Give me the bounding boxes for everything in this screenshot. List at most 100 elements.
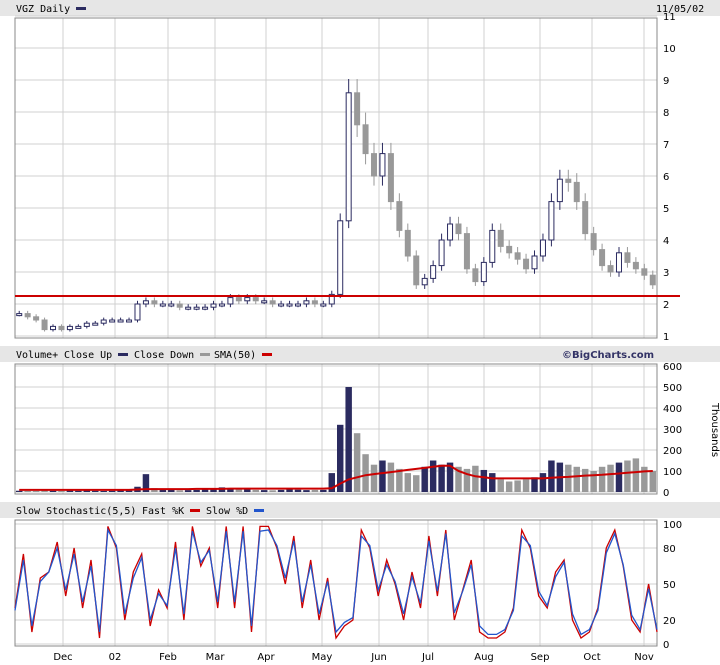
price-candle-body [565,178,572,183]
price-candle-body [447,223,454,241]
volume-bar [159,489,167,492]
price-candle-body [354,92,361,126]
volume-bar [49,490,57,492]
volume-bar [210,488,217,492]
x-tick-month: May [312,652,333,663]
volume-sma-line [19,464,653,491]
price-candle-body [92,322,99,326]
volume-bar [227,488,234,492]
x-tick-month: Nov [634,652,654,663]
stoch-y-tick: 20 [663,616,676,627]
price-y-tick: 9 [663,76,669,87]
volume-bar [565,464,572,492]
volume-bar [362,454,369,492]
volume-bar [463,468,471,492]
price-candle-body [455,223,462,235]
volume-bar [260,490,268,492]
price-candle-body [599,249,606,267]
price-y-tick: 6 [663,172,669,183]
price-candle-body [632,261,639,270]
volume-bar [497,479,504,492]
price-candle-body [362,124,369,155]
volume-bar [286,489,293,492]
volume-bar [328,473,335,492]
price-candle-body [235,297,242,302]
price-candle-body [345,92,352,222]
volume-bar [413,475,420,492]
volume-bar [396,468,403,492]
volume-bar [235,489,243,492]
stoch-header-bar [0,502,720,518]
price-candle-body [41,319,48,331]
price-candle-body [66,325,73,331]
price-candle-body [151,300,158,305]
price-candle-body [278,303,285,307]
price-candle-body [387,153,394,203]
volume-bar [193,489,200,492]
volume-bar [573,466,580,492]
legend-sma-label: SMA(50) [214,350,256,361]
volume-bar [455,466,462,492]
price-header-bar [0,0,720,16]
price-candle-body [320,303,327,307]
volume-y-tick: 300 [663,425,682,436]
volume-bar [16,490,23,492]
price-candle-body [126,319,133,323]
price-candle-body [615,252,622,273]
price-candle-body [244,297,251,302]
x-axis-months: Dec 02 Feb Mar Apr May Jun Jul Aug Sep Oct Nov [53,652,654,663]
volume-bar [598,466,606,492]
volume-bar [311,489,319,492]
x-tick-month: Sep [531,652,550,663]
price-candle-body [33,316,40,321]
price-candle-body [311,300,318,305]
price-candle-body [463,233,470,270]
volume-bar [184,490,192,492]
price-candle-body [83,322,90,327]
price-candle-body [142,300,149,305]
volume-bar [446,462,454,492]
volume-bar [303,490,310,492]
price-y-tick: 11 [663,12,676,23]
price-candle-body [497,229,504,247]
volume-bar [41,490,48,492]
price-candle-body [75,325,82,329]
price-candle-body [176,303,183,308]
price-candle-body [413,255,420,286]
price-candle-body [404,229,411,257]
price-candle-body [641,268,648,276]
price-y-tick: 8 [663,108,669,119]
volume-bar [66,490,74,492]
stoch-y-tick: 0 [663,640,669,651]
price-candle-body [210,303,217,308]
volume-header-bar [0,346,720,362]
volume-bar [100,490,107,492]
volume-bar [514,480,521,492]
legend-close-down-swatch [200,353,210,356]
volume-bar [294,489,302,492]
x-tick-month: Feb [159,652,177,663]
price-candle-body [371,153,378,177]
volume-bar [438,464,445,492]
volume-bar [108,490,116,492]
volume-bar [472,465,479,492]
price-candle-body [252,297,259,302]
price-y-tick: 7 [663,140,669,151]
volume-bars [16,387,656,492]
stoch-y-tick: 80 [663,544,676,555]
volume-y-label: Thousands [709,402,720,457]
price-candle-body [396,201,403,231]
price-candle-body [193,306,200,310]
price-candle-body [159,303,166,307]
volume-bar [337,424,344,492]
price-candle-body [261,300,268,304]
x-tick-month: Dec [53,652,72,663]
price-candle-body [607,265,614,273]
price-candle-body [472,268,479,283]
price-y-tick: 4 [663,236,669,247]
volume-bar [531,477,538,492]
volume-bar [379,460,386,492]
volume-y-tick: 100 [663,467,682,478]
volume-bar [632,458,640,492]
volume-bar [277,489,285,492]
